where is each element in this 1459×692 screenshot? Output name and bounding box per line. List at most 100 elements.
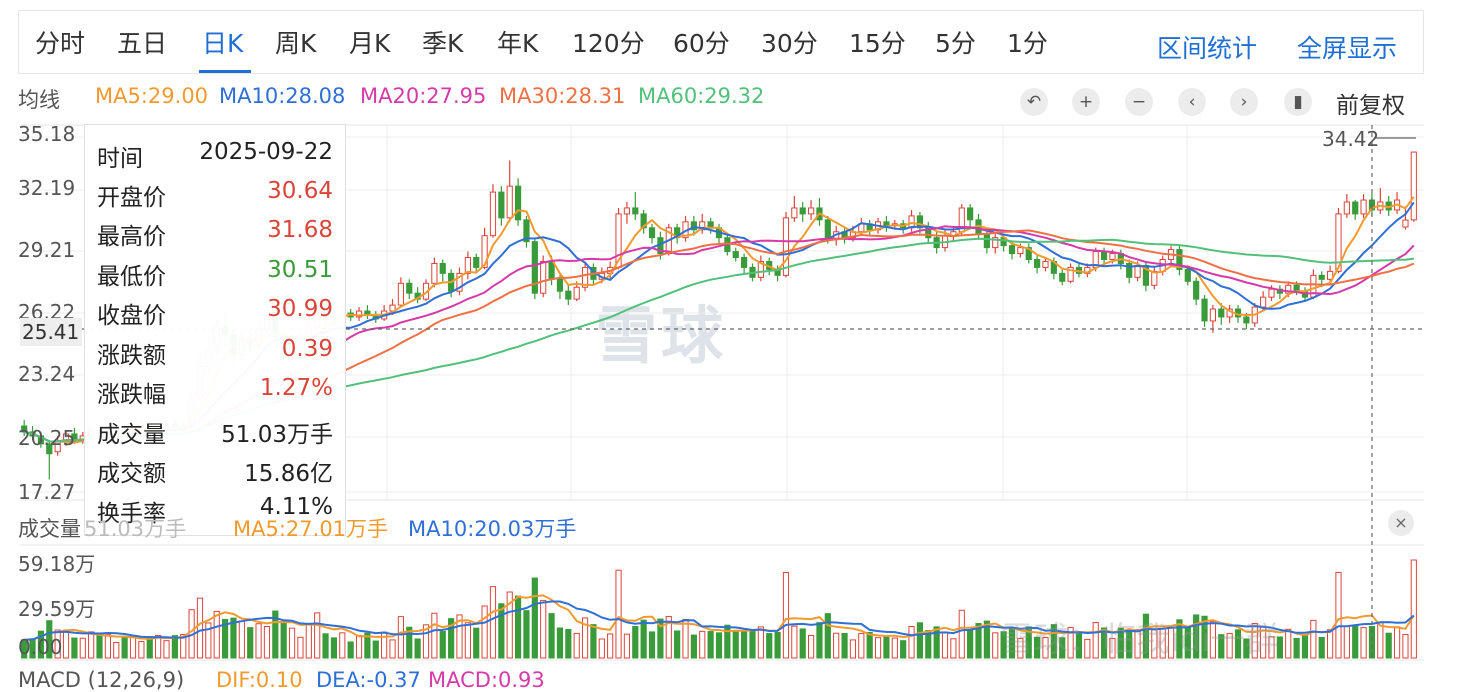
tab-yearly-k[interactable]: 年K [497,29,539,58]
volume-axis-tick: 0.00 [18,635,63,659]
volume-bar [464,622,471,659]
tab-daily-k[interactable]: 日K [202,29,244,58]
volume-value: 51.03万手 [84,517,187,541]
candle-body [573,286,580,300]
candle-body [1109,253,1116,260]
chevron-right-icon[interactable]: › [1230,88,1258,116]
tab-fenshi[interactable]: 分时 [35,29,86,58]
volume-bar [1318,636,1325,659]
reset-icon[interactable]: ↶ [1020,88,1048,116]
volume-bar [933,626,940,659]
volume-bar [397,616,404,659]
volume-bar [1218,634,1225,659]
volume-bar [448,618,455,659]
candle-body [1034,258,1041,268]
volume-bar [1117,627,1124,659]
volume-bar [347,641,354,659]
tab-monthly-k[interactable]: 月K [349,29,391,58]
ma30-value: MA30:28.31 [499,84,626,108]
volume-bar [54,629,61,659]
volume-bar [263,626,271,659]
volume-bar [255,623,262,659]
candle-body [1059,272,1066,282]
macd-value: MACD:0.93 [428,668,545,692]
candle-style-icon[interactable]: ▮ [1284,88,1312,116]
tab-1min[interactable]: 1分 [1007,29,1048,58]
volume-bar [908,626,915,659]
chevron-left-icon[interactable]: ‹ [1178,88,1206,116]
candle-body [1067,266,1074,282]
tab-5min[interactable]: 5分 [935,29,976,58]
volume-bar [62,629,70,659]
volume-bar [1059,637,1066,659]
volume-bar [138,641,145,659]
candle-body [397,282,404,306]
price-axis-tick: 20.25 [18,426,76,450]
volume-bar [280,620,287,659]
candle-body [1134,264,1141,278]
active-tab-indicator [199,70,251,73]
volume-label: 成交量 [18,517,81,541]
volume-bar [548,613,555,659]
candle-body [699,221,706,231]
candle-body [406,282,413,294]
adjust-mode-selector[interactable]: 前复权 [1336,93,1405,119]
volume-bar [1050,624,1057,659]
volume-bar [674,630,681,659]
candle-body [1402,219,1409,228]
candle-body [439,262,446,274]
candle-body [1285,284,1292,294]
candle-body [732,251,739,259]
volume-bar [431,612,438,659]
ma20-value: MA20:27.95 [360,84,487,108]
candle-body [481,235,488,268]
zoom-in-icon[interactable]: + [1072,88,1100,116]
candle-body [1343,201,1350,215]
tab-quarterly-k[interactable]: 季K [422,29,464,58]
volume-bar [581,617,589,659]
fullscreen-button[interactable]: 全屏显示 [1297,34,1398,63]
candle-body [1410,151,1417,221]
candle-body [531,241,538,294]
volume-bar [1301,634,1309,659]
ma-legend-label: 均线 [18,88,60,112]
volume-bar [305,623,312,659]
candle-body [1176,249,1183,270]
volume-bar [648,631,656,659]
tab-60min[interactable]: 60分 [673,29,730,58]
volume-bar [849,639,857,659]
candle-body [1184,268,1191,282]
tab-30min[interactable]: 30分 [761,29,818,58]
volume-bar [891,637,898,659]
volume-bar [79,637,86,659]
candle-body [1327,270,1334,280]
volume-bar [272,610,279,659]
volume-close-icon[interactable]: × [1388,510,1414,536]
tab-120min[interactable]: 120分 [572,29,645,58]
tab-wuri[interactable]: 五日 [117,29,168,58]
volume-bar [866,631,873,659]
zoom-out-icon[interactable]: − [1125,88,1153,116]
volume-bar [288,627,296,659]
interval-stats-button[interactable]: 区间统计 [1157,34,1258,63]
volume-bar [1067,626,1074,659]
candle-body [1243,316,1250,324]
volume-bar [37,630,45,659]
volume-bar [941,631,949,659]
candle-body [37,435,45,445]
volume-bar [1000,631,1007,659]
candle-body [1151,270,1158,286]
candle-body [464,257,471,274]
volume-bar [757,626,764,659]
tooltip-time-value: 2025-09-22 [199,139,333,165]
volume-bar [1285,628,1292,659]
volume-bar [71,637,78,659]
tooltip-low-label: 最低价 [97,264,166,290]
volume-bar [205,622,212,659]
volume-bar [1268,636,1275,659]
tab-weekly-k[interactable]: 周K [275,29,317,58]
tab-15min[interactable]: 15分 [849,29,906,58]
candle-body [540,260,547,294]
candle-body [623,207,631,215]
volume-bar [213,610,220,659]
